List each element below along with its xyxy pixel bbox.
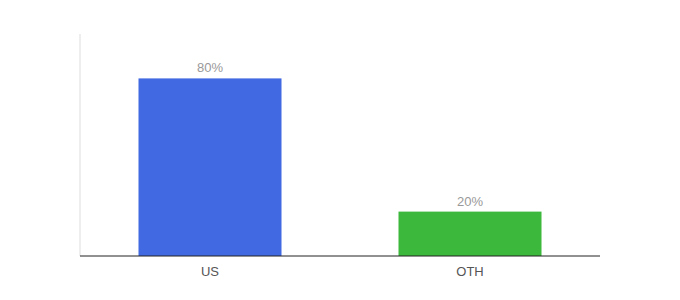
bar <box>399 212 542 256</box>
chart: 80% 20% US OTH <box>0 0 680 300</box>
x-axis-line <box>80 256 600 257</box>
bar <box>139 78 282 256</box>
y-axis-line <box>80 34 81 256</box>
data-label: 80% <box>197 60 223 75</box>
data-label: 20% <box>457 194 483 209</box>
chart-container: 80% 20% US OTH <box>0 0 680 300</box>
data-labels: 80% 20% <box>197 60 483 208</box>
bars <box>139 78 542 256</box>
x-tick-label: US <box>201 264 219 279</box>
x-tick-label: OTH <box>456 264 483 279</box>
x-tick-labels: US OTH <box>201 264 484 279</box>
